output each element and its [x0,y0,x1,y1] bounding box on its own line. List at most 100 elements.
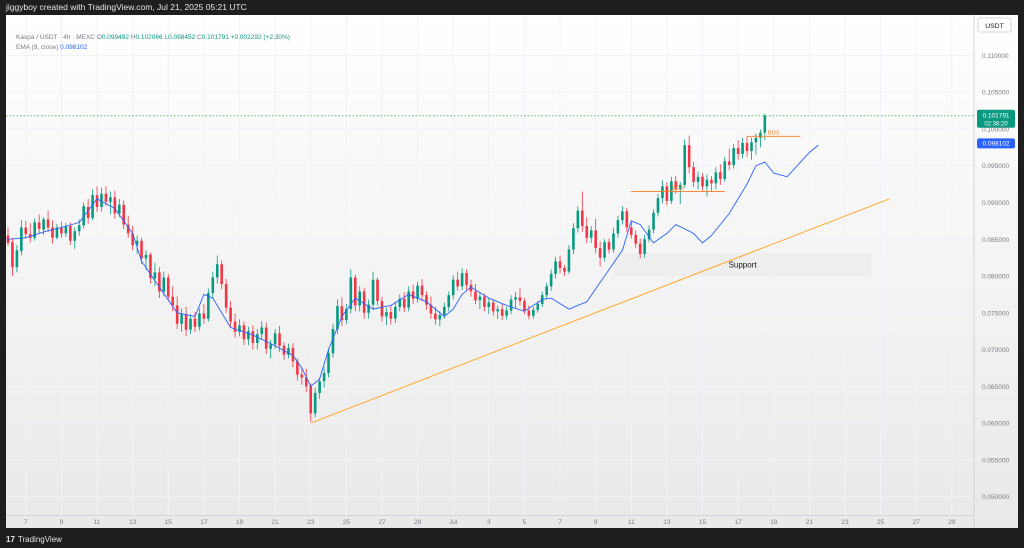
x-tick-label: 9 [60,519,64,526]
candle-body [727,161,731,165]
candle [331,323,335,358]
candle [309,383,313,422]
candle [643,234,646,258]
legend-close: C0.101791 [197,34,229,41]
support-trendline [310,198,890,424]
candle [621,206,624,225]
candle [269,340,272,359]
candle-body [238,325,241,332]
candle [701,173,704,191]
candle-body [398,298,402,307]
candle [576,206,580,233]
candle [86,198,90,224]
candle [674,176,678,194]
header-bar: jiggyboy created with TradingView.com, J… [0,0,1024,14]
candle [144,250,148,271]
candle [158,267,161,299]
candle [313,387,317,418]
candle-body [73,231,77,241]
candle-body [634,234,638,244]
currency-label: USDT [985,23,1004,30]
candle-body [180,314,183,324]
candle-body [425,295,428,305]
candle-body [171,296,175,306]
candle [46,210,50,232]
candle-body [304,377,308,387]
candle [656,193,660,217]
candle [727,148,731,171]
y-tick-label: 0.095000 [982,163,1009,170]
candle [598,241,602,267]
candle-body [705,179,709,187]
tradingview-brand: TradingView [17,535,62,544]
candle [478,292,482,310]
candle-body [460,273,464,287]
x-tick-label: 13 [129,519,137,526]
x-tick-label: 29 [414,519,422,526]
candle-body [710,179,713,184]
candle-body [607,242,611,250]
candle-body [340,306,344,321]
ema-line [7,144,819,388]
candle-body [55,227,59,238]
candle [135,235,139,254]
candle [104,186,108,207]
candle [456,271,459,291]
chart-frame[interactable]: Support BOS BOS 0.101791 02:38:20 0.098102 … [6,15,1018,528]
candle [545,282,548,299]
candle-body [416,285,419,299]
candle [483,293,486,312]
candle-body [42,219,45,230]
candle [345,303,348,324]
candle [736,140,740,160]
candle [411,284,415,304]
candle-body [220,264,223,285]
y-tick-label: 0.050000 [982,494,1009,501]
candle [763,113,767,140]
candle-body [505,310,508,316]
candle [224,278,228,313]
y-tick-label: 0.055000 [982,457,1009,464]
candle [665,181,669,206]
candle-body [723,161,727,179]
candle-body [256,334,259,343]
candle [322,367,326,388]
candle-body [549,273,553,287]
candle [278,326,281,352]
x-tick-label: 15 [699,519,707,526]
candle-body [273,333,277,345]
last-price-countdown: 02:38:20 [984,121,1008,127]
candle-body [345,309,348,321]
x-tick-label: 11 [628,519,635,526]
candle [394,301,397,324]
candle-body [126,224,130,234]
y-tick-label: 0.085000 [982,237,1009,244]
candle-body [389,312,393,319]
candle-body [207,292,210,319]
candle-body [313,392,317,414]
candle [229,301,232,328]
bos-marker: BOS [631,185,725,192]
candle [754,133,758,155]
candle [420,278,424,302]
candle [750,137,753,160]
candle [692,162,695,188]
legend-high: H0.102066 [130,34,163,41]
currency-box: USDT [977,17,1012,33]
candle-body [349,277,353,310]
candle-body [122,204,126,225]
candle-body [175,305,179,324]
candle-body [140,240,143,259]
candle [425,291,428,310]
candle-body [144,254,148,259]
x-tick-label: 25 [343,519,351,526]
candle-body [589,230,593,238]
candle-body [500,309,504,316]
x-tick-label: 27 [378,519,386,526]
candle-body [193,318,197,327]
x-tick-label: 7 [558,519,562,526]
price-line-layer: 0.101791 02:38:20 0.098102 [6,109,1015,149]
candle-body [229,307,232,322]
candle [238,319,241,337]
